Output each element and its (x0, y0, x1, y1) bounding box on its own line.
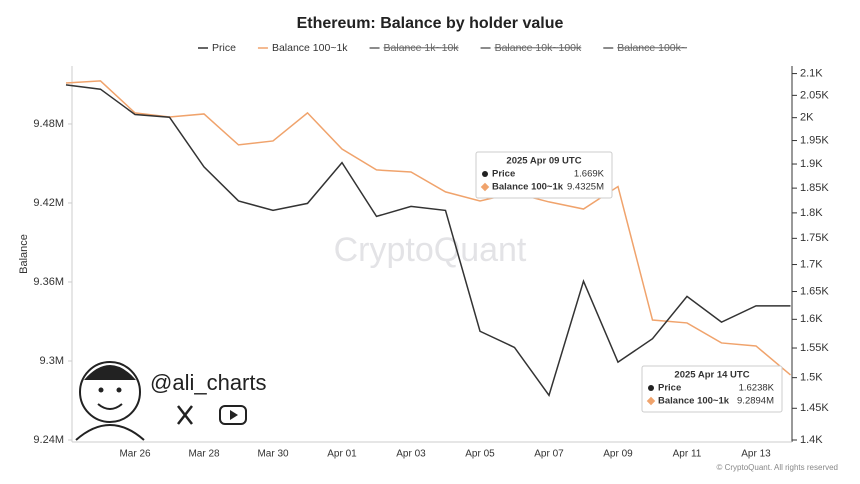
y2-tick-label: 1.55K (800, 342, 829, 354)
x-tick-label: Mar 28 (188, 449, 220, 460)
x-tick-label: Apr 01 (327, 449, 357, 460)
tooltip-value: 9.2894M (737, 396, 774, 407)
legend-label[interactable]: Balance 10k~100k (495, 42, 582, 54)
tooltip-dot (482, 171, 488, 177)
y2-tick-label: 1.75K (800, 232, 829, 244)
x-tick-label: Mar 26 (119, 449, 151, 460)
legend-label[interactable]: Price (212, 42, 236, 54)
y2-tick-label: 2.1K (800, 67, 823, 79)
x-tick-label: Apr 03 (396, 449, 426, 460)
youtube-play (230, 410, 238, 420)
tooltip-label: Balance 100~1k (492, 182, 564, 193)
tooltip-box (475, 151, 613, 199)
y2-tick-label: 1.6K (800, 313, 823, 325)
y2-tick-label: 1.4K (800, 434, 823, 446)
copyright: © CryptoQuant. All rights reserved (717, 463, 839, 472)
y-tick-label: 9.36M (33, 276, 64, 288)
tooltip-title: 2025 Apr 09 UTC (506, 156, 581, 167)
signature: @ali_charts (75, 361, 267, 441)
tooltip-value: 1.669K (574, 169, 605, 180)
y-axis-label: Balance (18, 234, 30, 274)
avatar-shoulders (75, 424, 145, 441)
y2-tick-label: 1.8K (800, 207, 823, 219)
avatar-smile (97, 403, 123, 410)
y2-tick-label: 2K (800, 112, 814, 124)
y-tick-label: 9.48M (33, 118, 64, 130)
y2-tick-label: 1.65K (800, 285, 829, 297)
avatar-hair (84, 365, 136, 380)
legend-label[interactable]: Balance 100k~ (617, 42, 687, 54)
y2-tick-label: 1.45K (800, 402, 829, 414)
x-tick-label: Apr 07 (534, 449, 564, 460)
y-tick-label: 9.3M (40, 355, 64, 367)
youtube-icon (219, 405, 247, 425)
series-line (65, 80, 791, 376)
watermark: CryptoQuant (334, 231, 527, 269)
y-tick-label: 9.24M (33, 434, 64, 446)
avatar-eye (98, 387, 104, 393)
legend-label[interactable]: Balance 1k~10k (384, 42, 460, 54)
y2-tick-label: 1.85K (800, 182, 829, 194)
x-icon (177, 405, 193, 425)
tooltip-dot (648, 385, 654, 391)
series-line (65, 84, 791, 397)
y2-tick-label: 1.7K (800, 258, 823, 270)
chart-title: Ethereum: Balance by holder value (297, 15, 564, 32)
x-tick-label: Apr 13 (741, 449, 771, 460)
tooltip-label: Balance 100~1k (658, 396, 730, 407)
handle: @ali_charts (150, 370, 267, 395)
avatar-eye (116, 387, 122, 393)
plot (65, 80, 791, 397)
tooltip: 2025 Apr 09 UTC Price 1.669K Balance 100~1k… (475, 151, 613, 199)
x-tick-label: Mar 30 (257, 449, 289, 460)
tooltip-title: 2025 Apr 14 UTC (674, 370, 749, 381)
tooltip-value: 1.6238K (739, 383, 775, 394)
tooltip-box (641, 365, 783, 413)
y2-tick-label: 1.95K (800, 134, 829, 146)
x-tick-label: Apr 05 (465, 449, 495, 460)
y2-tick-label: 1.5K (800, 372, 823, 384)
y2-tick-label: 2.05K (800, 89, 829, 101)
tooltip: 2025 Apr 14 UTC Price 1.6238K Balance 100~1… (641, 365, 783, 413)
tooltip-value: 9.4325M (567, 182, 604, 193)
tooltip-label: Price (658, 383, 681, 394)
x-tick-label: Apr 11 (673, 449, 702, 460)
x-tick-label: Apr 09 (603, 449, 633, 460)
tooltip-dot (480, 182, 490, 192)
tooltip-label: Price (492, 169, 515, 180)
y2-tick-label: 1.9K (800, 158, 823, 170)
y-tick-label: 9.42M (33, 197, 64, 209)
tooltip-dot (646, 396, 656, 406)
legend-label[interactable]: Balance 100~1k (272, 42, 348, 54)
